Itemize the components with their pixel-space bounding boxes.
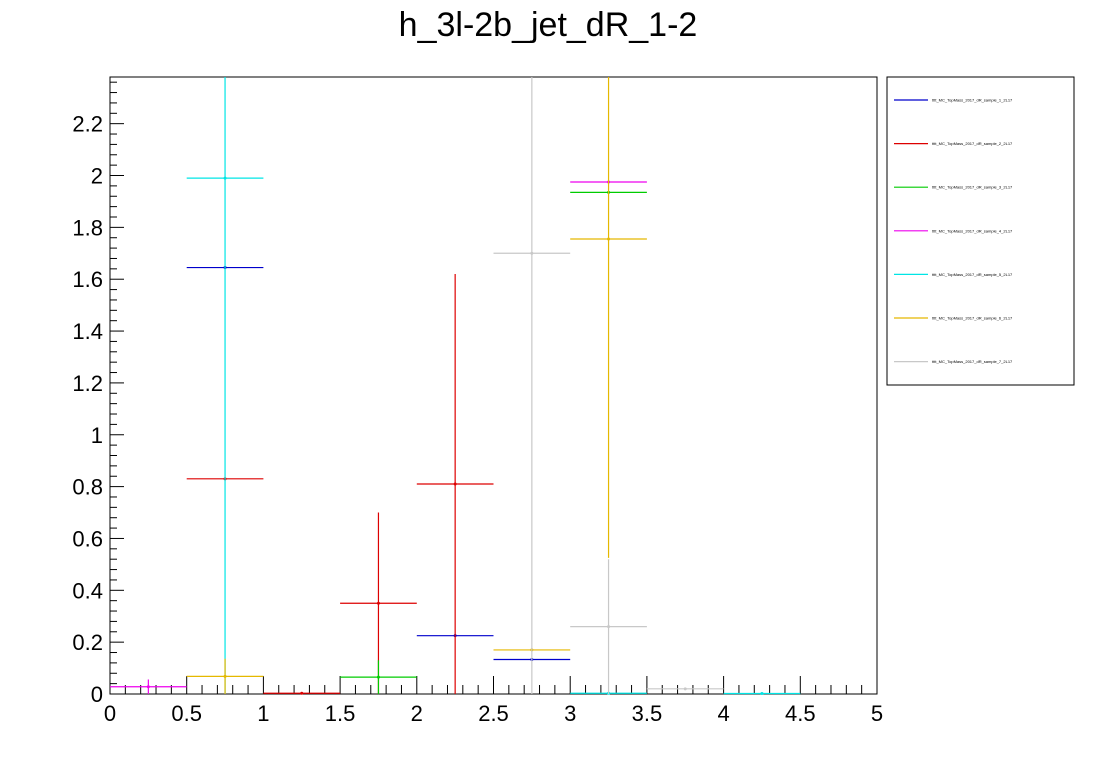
data-point-marker xyxy=(453,482,457,486)
data-point-marker xyxy=(223,674,227,678)
y-tick-label: 1.8 xyxy=(72,215,103,240)
x-tick-label: 5 xyxy=(871,701,883,726)
series-group xyxy=(493,77,724,694)
data-point-marker xyxy=(223,176,227,180)
x-tick-label: 3 xyxy=(564,701,576,726)
x-tick-label: 2.5 xyxy=(478,701,509,726)
x-tick-label: 0.5 xyxy=(171,701,202,726)
y-tick-label: 0.2 xyxy=(72,630,103,655)
y-tick-label: 0.4 xyxy=(72,578,103,603)
legend-label: tttt_MC_TopMass_2017_dR_sample_4_2L17 xyxy=(932,228,1013,233)
legend-label: tttt_MC_TopMass_2017_dR_sample_3_2L17 xyxy=(932,185,1013,190)
data-point-marker xyxy=(607,625,611,629)
y-tick-label: 2 xyxy=(91,164,103,189)
x-tick-label: 1 xyxy=(257,701,269,726)
y-tick-label: 1 xyxy=(91,423,103,448)
y-tick-label: 1.4 xyxy=(72,319,103,344)
chart-title: h_3l-2b_jet_dR_1-2 xyxy=(398,6,698,44)
data-point-marker xyxy=(376,675,380,679)
data-point-marker xyxy=(760,691,764,695)
data-marks xyxy=(110,77,801,695)
legend: tttt_MC_TopMass_2017_dR_sample_1_2L17ttt… xyxy=(886,76,1075,386)
data-point-marker xyxy=(376,601,380,605)
plot-frame xyxy=(109,76,878,695)
y-tick-label: 1.6 xyxy=(72,267,103,292)
y-tick-label: 0.8 xyxy=(72,475,103,500)
x-tick-label: 3.5 xyxy=(632,701,663,726)
data-point-marker xyxy=(683,687,687,691)
data-point-marker xyxy=(146,685,150,689)
y-tick-label: 2.2 xyxy=(72,112,103,137)
axis-tick-labels: 0 0.5 1 1.5 2 2.5 3 3.5 4 4.5 5 0 0.2 0.4 0.6 0.8 1 1.2 1.… xyxy=(72,112,883,726)
x-tick-label: 4.5 xyxy=(785,701,816,726)
data-point-marker xyxy=(607,237,611,241)
legend-label: tttt_MC_TopMass_2017_dR_sample_6_2L17 xyxy=(932,316,1013,321)
data-point-marker xyxy=(530,251,534,255)
y-tick-label: 0 xyxy=(91,682,103,707)
y-tick-label: 0.6 xyxy=(72,526,103,551)
x-tick-label: 1.5 xyxy=(325,701,356,726)
legend-label: tttt_MC_TopMass_2017_dR_sample_1_2L17 xyxy=(932,98,1013,103)
legend-label: tttt_MC_TopMass_2017_dR_sample_2_2L17 xyxy=(932,141,1013,146)
x-tick-label: 4 xyxy=(717,701,729,726)
legend-label: tttt_MC_TopMass_2017_dR_sample_7_2L17 xyxy=(932,359,1013,364)
legend-label: tttt_MC_TopMass_2017_dR_sample_5_2L17 xyxy=(932,272,1013,277)
x-tick-label: 0 xyxy=(104,701,116,726)
x-tick-label: 2 xyxy=(411,701,423,726)
y-tick-label: 1.2 xyxy=(72,371,103,396)
data-point-marker xyxy=(300,691,304,695)
